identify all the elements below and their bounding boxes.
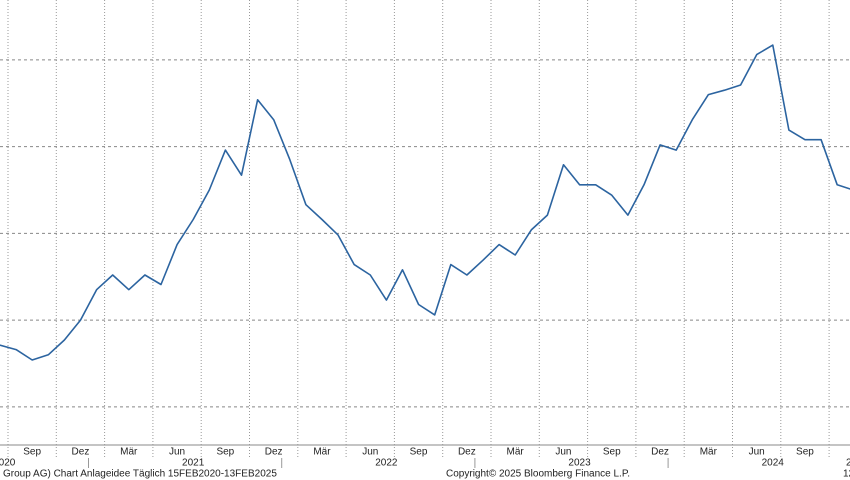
x-tick-label: Sep <box>796 447 814 458</box>
x-tick-label: Sep <box>410 447 428 458</box>
x-tick-label: Mär <box>700 447 718 458</box>
x-tick-label: Sep <box>23 447 41 458</box>
price-line <box>0 44 850 361</box>
year-label: 2024 <box>762 458 785 469</box>
footer-left: Group AG) Chart Anlageidee Täglich 15FEB… <box>3 469 277 480</box>
year-label: 2023 <box>568 458 591 469</box>
x-tick-label: Sep <box>603 447 621 458</box>
x-tick-label: Dez <box>265 447 283 458</box>
year-label: 2022 <box>375 458 398 469</box>
x-tick-label: Jun <box>362 447 378 458</box>
x-tick-label: Jun <box>749 447 765 458</box>
x-tick-label: Dez <box>651 447 669 458</box>
x-tick-label: Sep <box>216 447 234 458</box>
footer-center: Copyright© 2025 Bloomberg Finance L.P. <box>446 469 630 480</box>
x-tick-label: Mär <box>313 447 331 458</box>
x-tick-label: Dez <box>72 447 90 458</box>
x-tick-label: Mär <box>120 447 138 458</box>
year-label: 2 <box>846 458 850 469</box>
footer-right: 12 <box>843 469 850 480</box>
x-tick-label: Jun <box>169 447 185 458</box>
x-tick-label: Mär <box>507 447 525 458</box>
year-label: 020 <box>0 458 16 469</box>
x-tick-label: Jun <box>555 447 571 458</box>
year-label: 2021 <box>182 458 205 469</box>
x-tick-label: Dez <box>458 447 476 458</box>
